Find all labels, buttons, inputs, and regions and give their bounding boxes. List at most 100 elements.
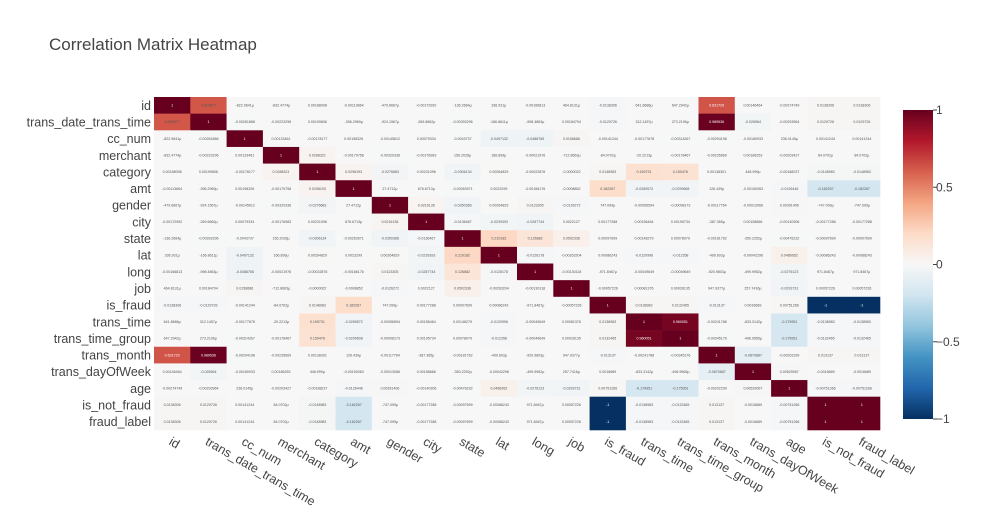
heatmap-cell: [553, 346, 590, 364]
y-tick-label: fraud_label: [89, 415, 151, 429]
y-tick-label: id: [141, 99, 151, 113]
colorbar-tick-label: 1: [936, 103, 943, 117]
heatmap-cell-label: -0.0306134: [308, 237, 326, 241]
heatmap-cell: [154, 413, 191, 431]
heatmap-cell: [771, 330, 808, 348]
heatmap-cell-label: -0.179951: [636, 387, 652, 391]
heatmap-cell: [335, 196, 373, 214]
heatmap-cell: [408, 130, 445, 148]
heatmap-cell-label: 0.00146464: [163, 370, 182, 374]
colorbar-tick-label: −0.5: [936, 335, 960, 349]
heatmap-cell: [625, 97, 663, 114]
heatmap-cell-label: -0.00476232: [779, 237, 799, 241]
heatmap-cell: [190, 280, 227, 298]
heatmap-cell: [444, 296, 481, 314]
heatmap-cell: [734, 363, 772, 381]
heatmap-cell: [371, 380, 409, 397]
heatmap-cell: [662, 213, 699, 231]
heatmap-cell-label: 273.2196μ: [200, 337, 217, 341]
colorbar-gradient: [903, 110, 933, 419]
heatmap-cell: [480, 346, 518, 364]
heatmap-cell-label: 971.8467μ: [527, 403, 544, 407]
heatmap-cell: [262, 130, 300, 148]
heatmap-cell-label: 0.00148279: [635, 237, 654, 241]
heatmap-cell-label: 0.00028135: [562, 337, 581, 341]
heatmap-cell-label: 0.0138983: [599, 320, 616, 324]
heatmap-cell: [662, 146, 699, 164]
heatmap-cell: [843, 97, 881, 114]
heatmap-cell-label: 166.899μ: [274, 253, 289, 257]
heatmap-cell-label: -136.2664μ: [163, 237, 181, 241]
heatmap-cell-label: 0.182267: [600, 187, 615, 191]
heatmap-cell-label: -0.00293964: [198, 387, 218, 391]
heatmap-cell-label: 0.00133461: [272, 137, 291, 141]
heatmap-cell-label: -0.00130118: [525, 287, 545, 291]
heatmap-cell-label: 0.0132465: [599, 337, 616, 341]
heatmap-cell: [698, 413, 736, 431]
heatmap-cell-label: 312.1457μ: [636, 120, 653, 124]
heatmap-cell-label: -0.0293731: [562, 387, 580, 391]
heatmap-cell: [698, 396, 736, 414]
heatmap-cell: [335, 380, 373, 397]
heatmap-cell: [807, 413, 844, 431]
heatmap-cell-label: -0.00097699: [852, 237, 872, 241]
heatmap-cell: [734, 230, 772, 248]
heatmap-cell-label: -0.00294198: [707, 137, 727, 141]
heatmap-cell: [734, 130, 772, 148]
heatmap-cell: [771, 246, 808, 264]
y-tick-label: lat: [138, 249, 152, 263]
heatmap-cell: [190, 330, 227, 348]
heatmap-cell: [226, 113, 264, 131]
heatmap-cell: [154, 180, 191, 198]
heatmap-cell: [589, 330, 627, 348]
heatmap-cell: [517, 246, 554, 264]
heatmap-cell: [480, 330, 518, 348]
heatmap-cell-label: -0.00172992: [162, 220, 182, 224]
heatmap-cell: [371, 313, 409, 331]
heatmap-cell: [771, 230, 808, 248]
heatmap-cell: [589, 230, 627, 248]
heatmap-cell-label: -499.9952μ: [526, 370, 544, 374]
heatmap-cell-label: -0.0488765: [526, 137, 544, 141]
heatmap-cell-label: 0.989536: [709, 120, 724, 124]
heatmap-cell-label: -1: [606, 403, 609, 407]
heatmap-cell-label: -0.00145612: [380, 137, 400, 141]
heatmap-cell-label: -0.00021976: [271, 270, 291, 274]
heatmap-cell-label: -0.00140306: [416, 387, 436, 391]
heatmap-cell-label: -0.00263971: [452, 187, 472, 191]
heatmap-cell: [190, 163, 227, 181]
heatmap-cell: [226, 146, 264, 164]
heatmap-cell-label: 312.1457μ: [200, 320, 217, 324]
heatmap-cell-label: -0.0293731: [780, 287, 798, 291]
heatmap-cell: [662, 230, 699, 248]
heatmap-cell: [408, 313, 445, 331]
heatmap-cell: [625, 380, 663, 397]
heatmap-cell-label: 1: [570, 287, 572, 291]
heatmap-cell: [517, 330, 554, 348]
heatmap-cell: [734, 180, 772, 198]
heatmap-cell: [625, 196, 663, 214]
heatmap-cell-label: -0.012358: [491, 337, 507, 341]
heatmap-cell: [299, 363, 336, 381]
heatmap-cell-label: 1: [825, 403, 827, 407]
heatmap-cell: [226, 296, 264, 314]
heatmap-cell-label: -0.00166813: [525, 104, 545, 108]
heatmap-cell: [734, 163, 772, 181]
heatmap-cell-label: -0.00179758: [271, 187, 291, 191]
heatmap-cell-label: 0.00148279: [453, 320, 472, 324]
heatmap-cell-label: -479.6667μ: [163, 203, 181, 207]
heatmap-cell-label: 0.00231096: [308, 220, 327, 224]
heatmap-cell-label: 1: [534, 270, 536, 274]
heatmap-cell: [698, 196, 736, 214]
heatmap-cell-label: -0.0000022: [308, 287, 326, 291]
heatmap-cell: [371, 230, 409, 248]
heatmap-cell-label: 273.2196μ: [672, 120, 689, 124]
heatmap-cell-label: 84.0702μ: [818, 153, 833, 157]
heatmap-cell-label: -920.9803μ: [708, 270, 726, 274]
heatmap-cell-label: -0.00097699: [452, 403, 472, 407]
heatmap-cell-label: -396.2969μ: [345, 120, 363, 124]
heatmap-cell: [517, 146, 554, 164]
heatmap-cell-label: 0.00146464: [743, 104, 762, 108]
heatmap-cell: [262, 413, 300, 431]
heatmap-cell: [335, 180, 373, 198]
